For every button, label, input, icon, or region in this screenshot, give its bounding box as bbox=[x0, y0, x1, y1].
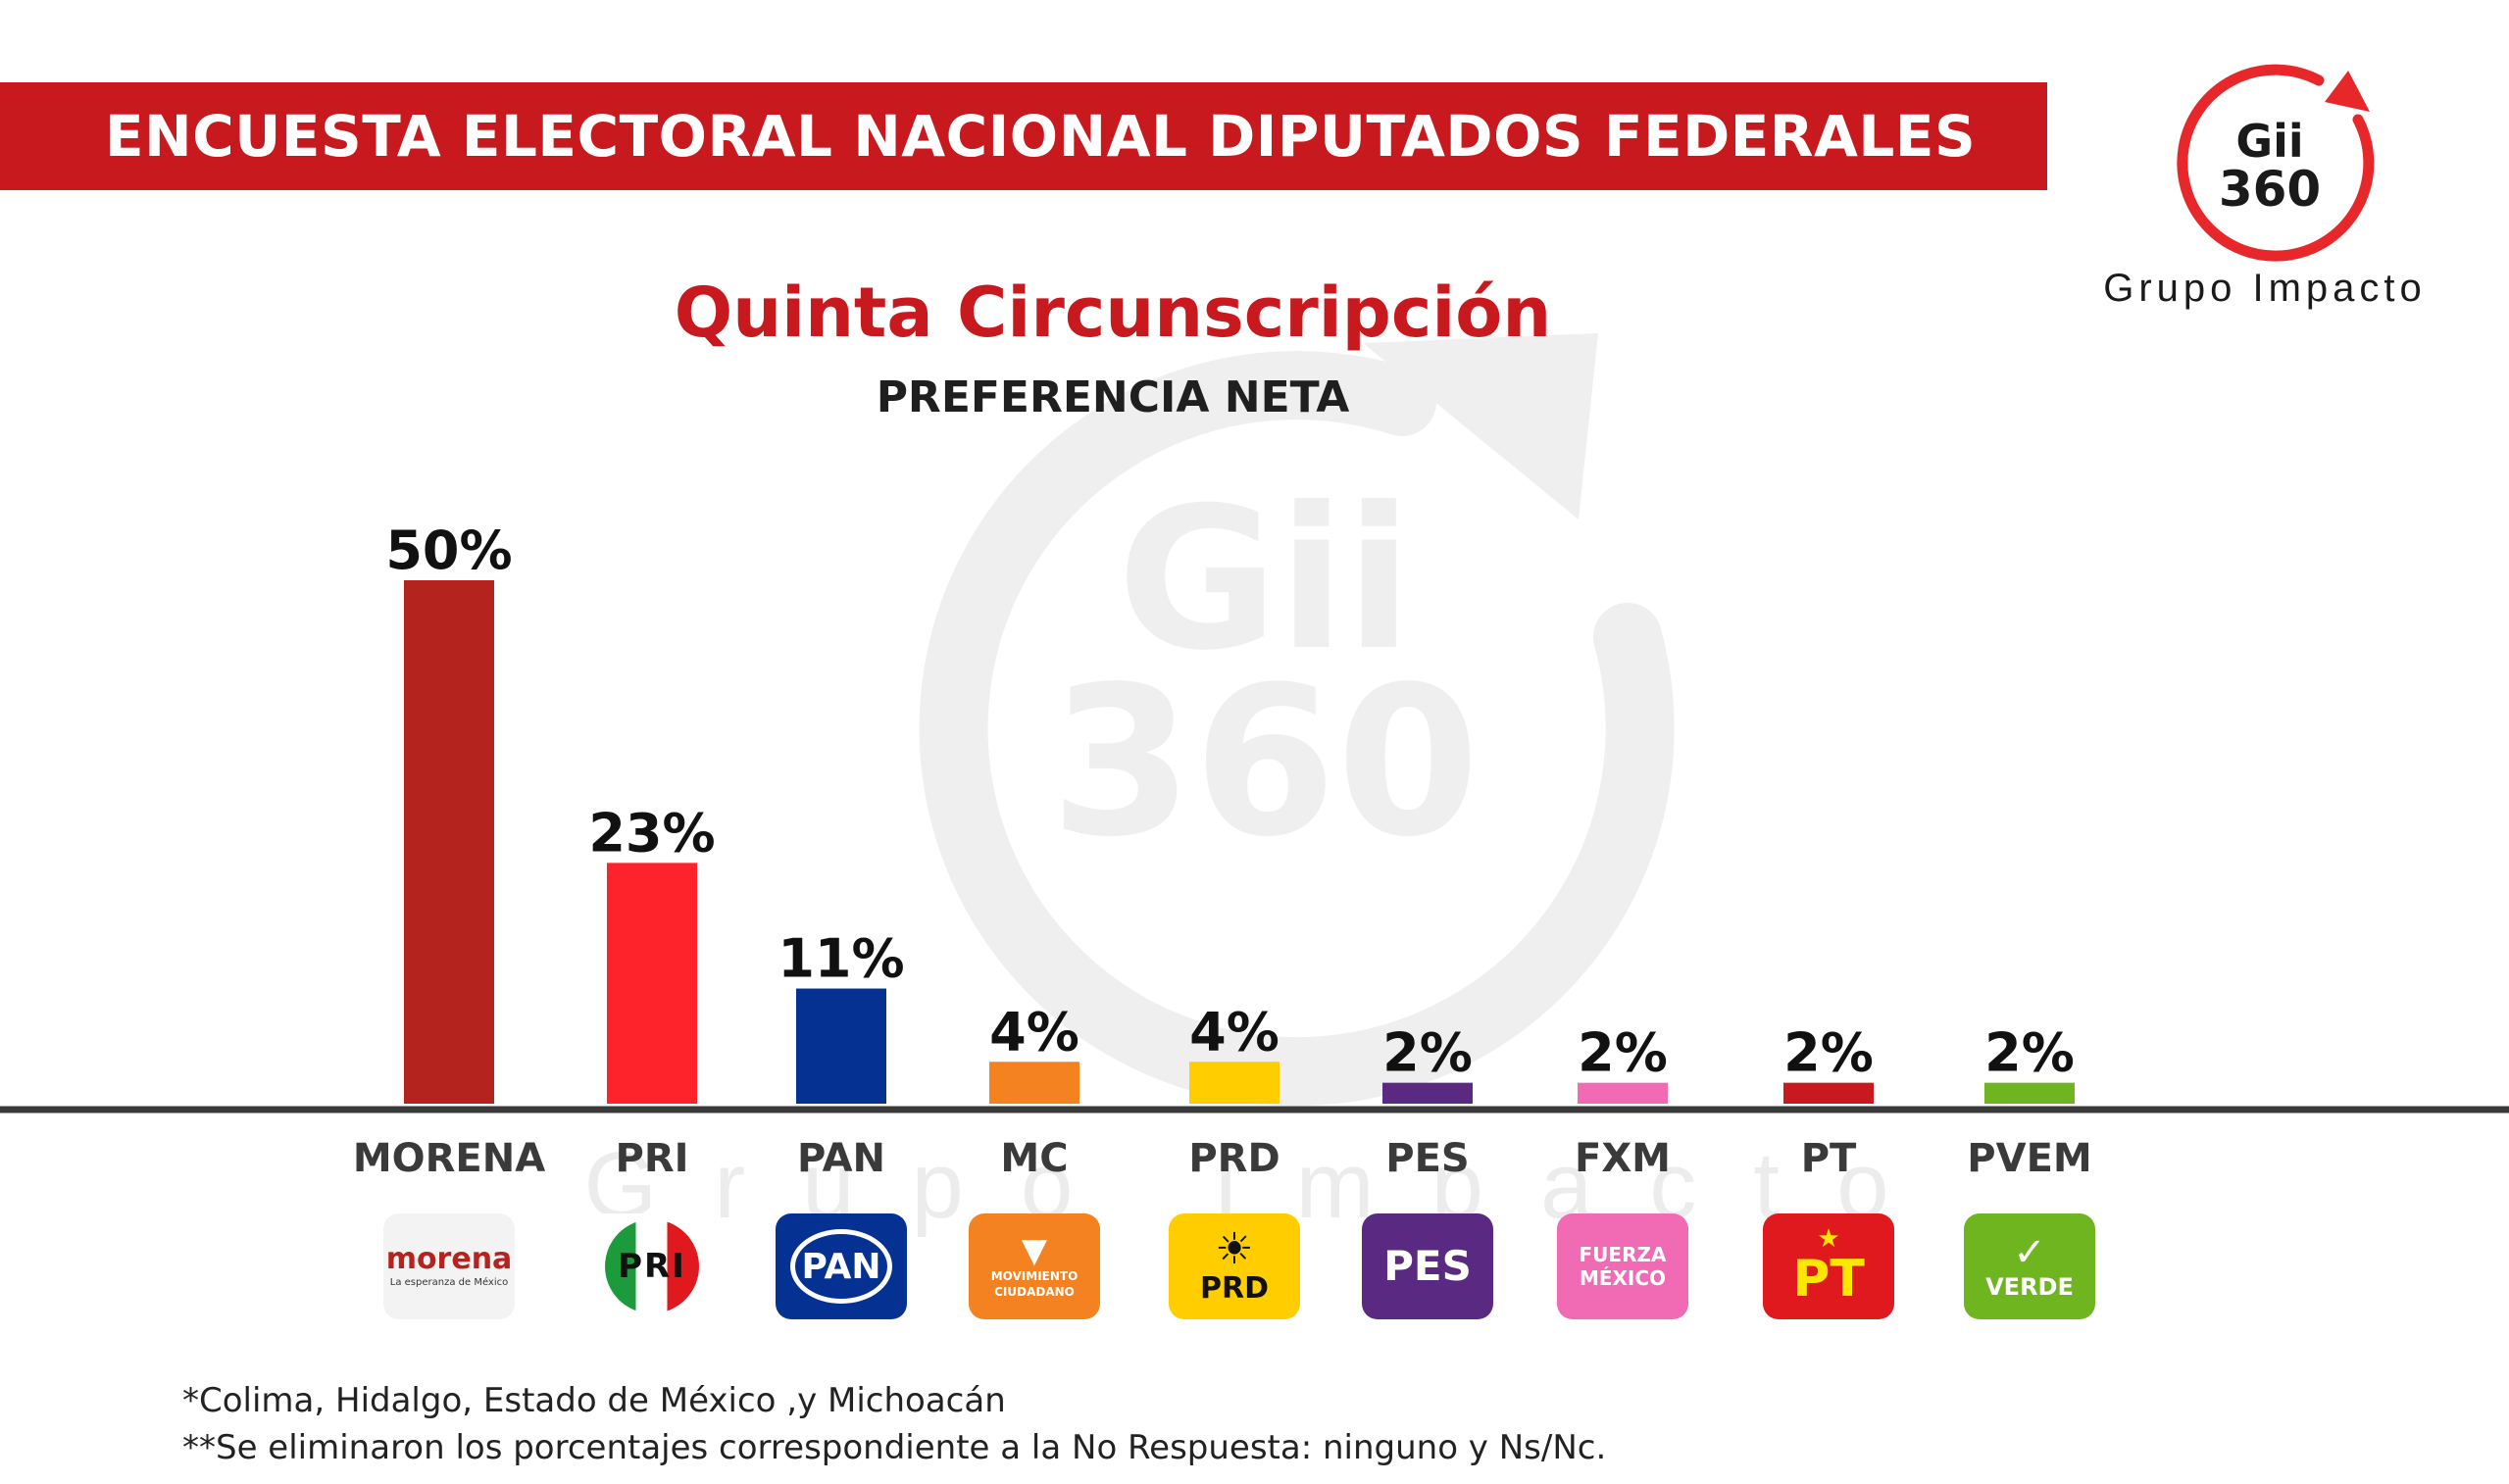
bar-morena bbox=[404, 580, 494, 1104]
chart-title: Quinta Circunscripción bbox=[674, 272, 1552, 353]
header-banner: ENCUESTA ELECTORAL NACIONAL DIPUTADOS FE… bbox=[0, 82, 2047, 190]
category-label-pan: PAN bbox=[797, 1136, 885, 1181]
category-label-mc: MC bbox=[1000, 1136, 1068, 1181]
labels: 50% MORENA 23% PRI 11% PAN 4% MC 4% PRD 2% PES 2% FXM… bbox=[353, 519, 2092, 1181]
category-label-pri: PRI bbox=[616, 1136, 689, 1181]
value-label-mc: 4% bbox=[989, 1001, 1079, 1063]
bar-pvem bbox=[1984, 1082, 2075, 1104]
logo-arrow-icon bbox=[2325, 71, 2370, 112]
value-label-fxm: 2% bbox=[1578, 1022, 1668, 1084]
bar-pt bbox=[1783, 1082, 1874, 1104]
category-label-prd: PRD bbox=[1188, 1136, 1280, 1181]
watermark-ring-icon bbox=[919, 351, 1675, 1107]
category-label-pes: PES bbox=[1385, 1136, 1469, 1181]
watermark-arrow-icon bbox=[1363, 333, 1598, 519]
category-label-pt: PT bbox=[1801, 1136, 1857, 1181]
gii360-logo: Gii 360 bbox=[2177, 64, 2375, 262]
value-label-morena: 50% bbox=[385, 519, 512, 581]
value-label-prd: 4% bbox=[1189, 1001, 1280, 1063]
chart-subtitle: PREFERENCIA NETA bbox=[876, 372, 1350, 422]
value-label-pvem: 2% bbox=[1984, 1022, 2075, 1084]
bar-pes bbox=[1382, 1082, 1473, 1104]
value-label-pan: 11% bbox=[778, 928, 904, 990]
watermark-line1: Gii bbox=[1117, 466, 1412, 694]
bar-pan bbox=[796, 988, 886, 1104]
bar-pri bbox=[607, 863, 697, 1104]
logo-line1: Gii bbox=[2235, 115, 2303, 168]
footnotes: *Colima, Hidalgo, Estado de México ,y Mi… bbox=[182, 1377, 1606, 1471]
bars bbox=[404, 580, 2075, 1104]
bar-fxm bbox=[1578, 1082, 1668, 1104]
footnote-2: **Se eliminaron los porcentajes correspo… bbox=[182, 1428, 1607, 1467]
value-label-pt: 2% bbox=[1783, 1022, 1874, 1084]
value-label-pes: 2% bbox=[1382, 1022, 1473, 1084]
bar-prd bbox=[1189, 1062, 1280, 1104]
header-title: ENCUESTA ELECTORAL NACIONAL DIPUTADOS FE… bbox=[105, 103, 1977, 170]
category-label-fxm: FXM bbox=[1575, 1136, 1671, 1181]
category-label-morena: MORENA bbox=[353, 1136, 545, 1181]
watermark-line2: 360 bbox=[1050, 642, 1480, 882]
logo-line2: 360 bbox=[2219, 161, 2321, 218]
category-label-pvem: PVEM bbox=[1967, 1136, 2091, 1181]
bar-mc bbox=[989, 1062, 1079, 1104]
footnote-1: *Colima, Hidalgo, Estado de México ,y Mi… bbox=[182, 1381, 1006, 1420]
watermark-logo: Gii 360 bbox=[919, 333, 1675, 1107]
logo-ring-icon bbox=[2177, 64, 2375, 262]
logo-caption: Grupo Impacto bbox=[2103, 267, 2427, 310]
value-label-pri: 23% bbox=[588, 802, 715, 864]
